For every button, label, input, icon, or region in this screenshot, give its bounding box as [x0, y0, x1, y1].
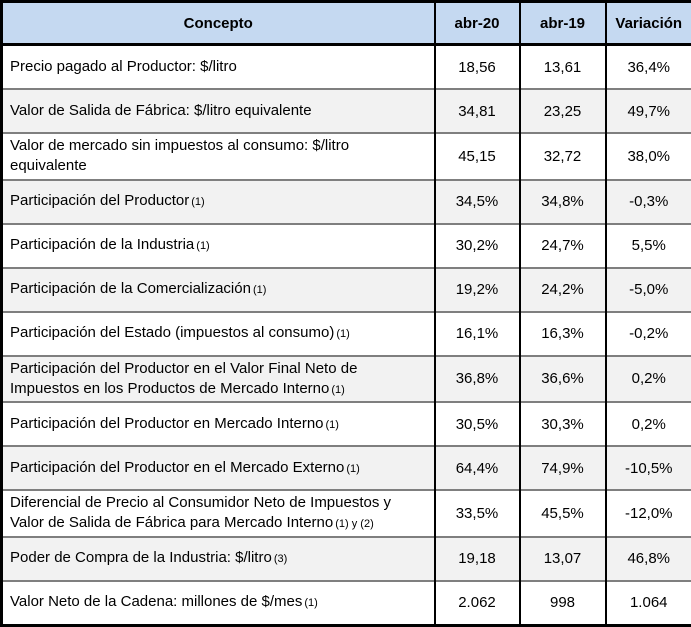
abr-20-cell: 18,56: [435, 45, 520, 90]
footnote-ref: (1): [304, 597, 317, 609]
variacion-cell: 49,7%: [606, 89, 691, 133]
abr-20-cell: 30,5%: [435, 402, 520, 446]
concept-cell: Diferencial de Precio al Consumidor Neto…: [2, 490, 435, 537]
table-row: Diferencial de Precio al Consumidor Neto…: [2, 490, 691, 537]
table-row: Precio pagado al Productor: $/litro 18,5…: [2, 45, 691, 90]
concept-label: Participación del Productor en el Mercad…: [10, 459, 344, 476]
table-row: Participación del Productor en el Mercad…: [2, 446, 691, 490]
variacion-cell: 36,4%: [606, 45, 691, 90]
abr-19-cell: 32,72: [520, 133, 606, 180]
table-row: Valor Neto de la Cadena: millones de $/m…: [2, 581, 691, 626]
concept-label: Diferencial de Precio al Consumidor Neto…: [10, 494, 391, 531]
concept-cell: Participación del Productor en Mercado I…: [2, 402, 435, 446]
concept-label: Participación del Estado (impuestos al c…: [10, 324, 334, 341]
abr-20-cell: 64,4%: [435, 446, 520, 490]
abr-19-cell: 30,3%: [520, 402, 606, 446]
abr-20-cell: 19,18: [435, 537, 520, 581]
concept-cell: Participación del Estado (impuestos al c…: [2, 312, 435, 356]
abr-19-cell: 13,61: [520, 45, 606, 90]
table-row: Participación de la Comercialización(1) …: [2, 268, 691, 312]
abr-20-cell: 2.062: [435, 581, 520, 626]
abr-20-cell: 45,15: [435, 133, 520, 180]
abr-19-cell: 16,3%: [520, 312, 606, 356]
table-row: Valor de mercado sin impuestos al consum…: [2, 133, 691, 180]
footnote-ref: (1): [331, 384, 344, 396]
column-header-abr-19: abr-19: [520, 2, 606, 45]
abr-20-cell: 36,8%: [435, 356, 520, 403]
header-row: Concepto abr-20 abr-19 Variación: [2, 2, 691, 45]
concept-cell: Participación de la Industria(1): [2, 224, 435, 268]
concept-label: Participación del Productor: [10, 192, 189, 209]
concept-label: Precio pagado al Productor: $/litro: [10, 58, 237, 75]
abr-20-cell: 16,1%: [435, 312, 520, 356]
footnote-ref: (1): [326, 419, 339, 431]
concept-label: Participación del Productor en el Valor …: [10, 360, 357, 397]
variacion-cell: -5,0%: [606, 268, 691, 312]
concept-cell: Participación del Productor en el Valor …: [2, 356, 435, 403]
abr-20-cell: 34,81: [435, 89, 520, 133]
concept-label: Valor de mercado sin impuestos al consum…: [10, 137, 349, 174]
concept-label: Valor Neto de la Cadena: millones de $/m…: [10, 593, 302, 610]
variacion-cell: -12,0%: [606, 490, 691, 537]
abr-19-cell: 998: [520, 581, 606, 626]
variacion-cell: 5,5%: [606, 224, 691, 268]
table-row: Valor de Salida de Fábrica: $/litro equi…: [2, 89, 691, 133]
abr-20-cell: 34,5%: [435, 180, 520, 224]
variacion-cell: 0,2%: [606, 356, 691, 403]
abr-19-cell: 34,8%: [520, 180, 606, 224]
abr-19-cell: 13,07: [520, 537, 606, 581]
concept-label: Poder de Compra de la Industria: $/litro: [10, 549, 272, 566]
abr-19-cell: 23,25: [520, 89, 606, 133]
concept-cell: Poder de Compra de la Industria: $/litro…: [2, 537, 435, 581]
column-header-variacion: Variación: [606, 2, 691, 45]
footnote-ref: (3): [274, 553, 287, 565]
table-row: Participación del Estado (impuestos al c…: [2, 312, 691, 356]
variacion-cell: 0,2%: [606, 402, 691, 446]
footnote-ref: (1): [191, 196, 204, 208]
variacion-cell: 38,0%: [606, 133, 691, 180]
abr-19-cell: 24,7%: [520, 224, 606, 268]
variacion-cell: 46,8%: [606, 537, 691, 581]
abr-19-cell: 36,6%: [520, 356, 606, 403]
table-row: Participación de la Industria(1) 30,2% 2…: [2, 224, 691, 268]
variacion-cell: 1.064: [606, 581, 691, 626]
footnote-ref: (1): [253, 284, 266, 296]
concept-cell: Valor de mercado sin impuestos al consum…: [2, 133, 435, 180]
table-row: Participación del Productor en el Valor …: [2, 356, 691, 403]
footnote-ref: (1): [336, 328, 349, 340]
abr-19-cell: 45,5%: [520, 490, 606, 537]
column-header-abr-20: abr-20: [435, 2, 520, 45]
abr-20-cell: 30,2%: [435, 224, 520, 268]
concept-cell: Precio pagado al Productor: $/litro: [2, 45, 435, 90]
concept-cell: Participación del Productor en el Mercad…: [2, 446, 435, 490]
concept-label: Participación del Productor en Mercado I…: [10, 415, 324, 432]
abr-19-cell: 74,9%: [520, 446, 606, 490]
concept-cell: Participación del Productor(1): [2, 180, 435, 224]
variacion-cell: -0,2%: [606, 312, 691, 356]
footnote-ref: (1): [346, 463, 359, 475]
abr-20-cell: 33,5%: [435, 490, 520, 537]
concept-cell: Participación de la Comercialización(1): [2, 268, 435, 312]
variacion-cell: -10,5%: [606, 446, 691, 490]
table-row: Participación del Productor(1) 34,5% 34,…: [2, 180, 691, 224]
abr-19-cell: 24,2%: [520, 268, 606, 312]
concept-label: Valor de Salida de Fábrica: $/litro equi…: [10, 102, 312, 119]
concept-label: Participación de la Comercialización: [10, 280, 251, 297]
abr-20-cell: 19,2%: [435, 268, 520, 312]
concept-label: Participación de la Industria: [10, 236, 194, 253]
table-row: Poder de Compra de la Industria: $/litro…: [2, 537, 691, 581]
column-header-concepto: Concepto: [2, 2, 435, 45]
variacion-cell: -0,3%: [606, 180, 691, 224]
footnote-ref: (1) y (2): [335, 518, 374, 530]
table-row: Participación del Productor en Mercado I…: [2, 402, 691, 446]
concept-cell: Valor de Salida de Fábrica: $/litro equi…: [2, 89, 435, 133]
concept-cell: Valor Neto de la Cadena: millones de $/m…: [2, 581, 435, 626]
footnote-ref: (1): [196, 240, 209, 252]
